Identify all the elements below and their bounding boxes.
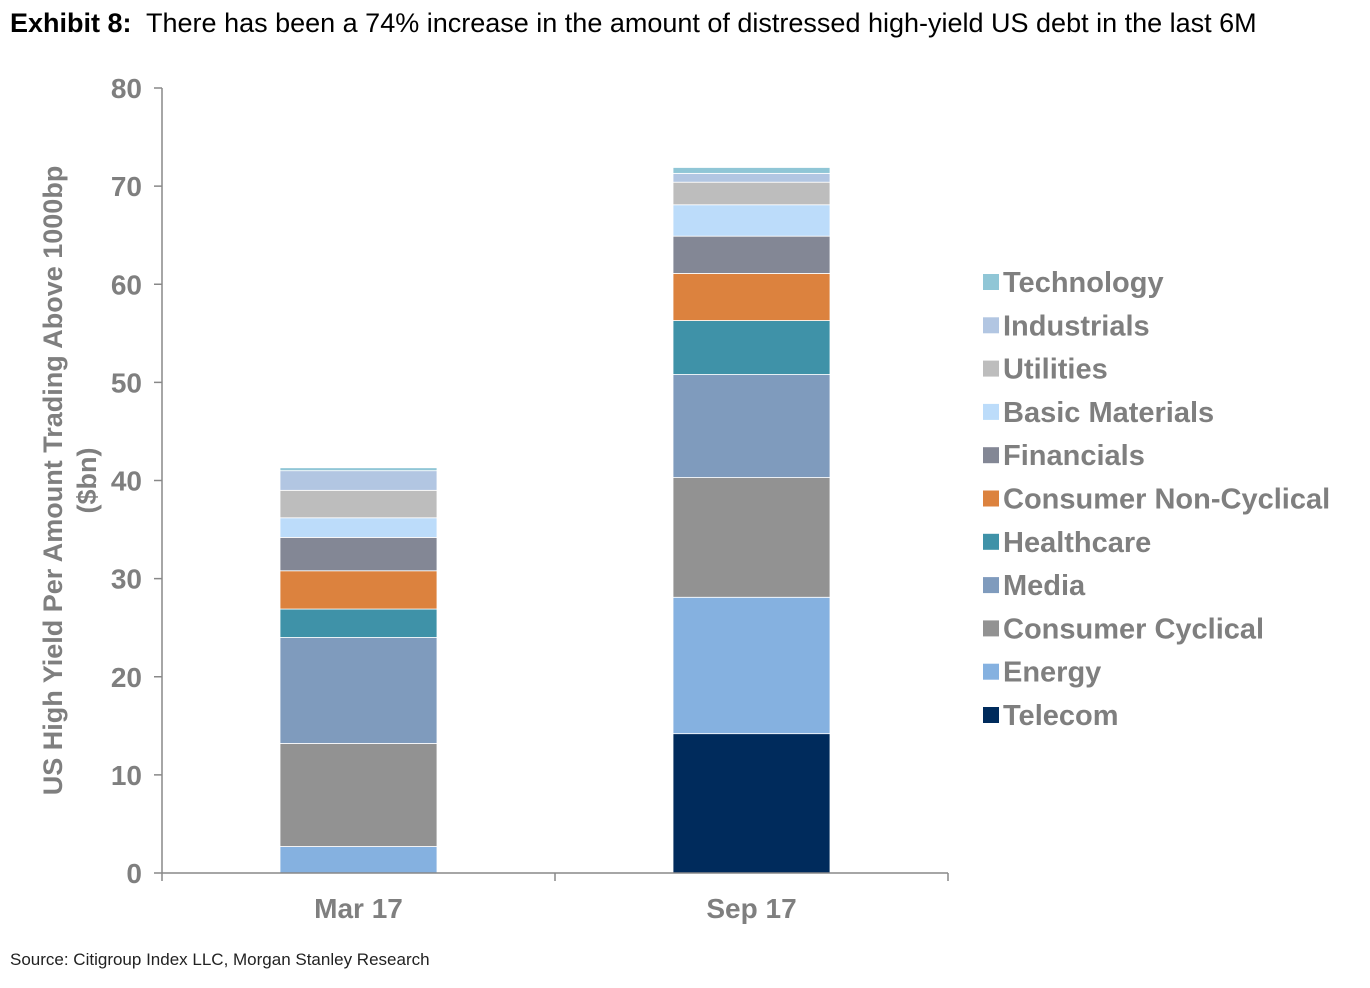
legend-swatch: [983, 317, 999, 334]
y-axis-title-line: ($bn): [72, 448, 102, 514]
bar-segment-media: [279, 637, 438, 744]
legend-swatch: [983, 620, 999, 637]
bars-group: [279, 167, 831, 874]
bar-segment-financials: [279, 537, 438, 572]
legend-label: Healthcare: [1003, 527, 1151, 559]
y-tick-label: 40: [111, 466, 142, 497]
chart-title-text: There has been a 74% increase in the amo…: [146, 8, 1257, 38]
bar-segment-energy: [279, 846, 438, 874]
axes: [161, 88, 949, 881]
bar-segment-basic-materials: [279, 517, 438, 538]
bar-segment-consumer-cyclical: [279, 743, 438, 847]
x-category-label: Sep 17: [706, 893, 796, 924]
legend-swatch: [983, 577, 999, 594]
legend-label: Basic Materials: [1003, 397, 1214, 429]
bar-segment-consumer-non-cyclical: [672, 273, 831, 321]
y-tick-label: 80: [111, 73, 142, 104]
y-axis-ticks: 0 10 20 30 40 50 60 70 80: [111, 73, 162, 889]
x-category-label: Mar 17: [314, 893, 403, 924]
y-axis-label: US High Yield Per Amount Trading Above 1…: [38, 166, 102, 796]
bar-segment-industrials: [672, 172, 831, 183]
bar-segment-healthcare: [672, 320, 831, 375]
legend-label: Energy: [1003, 657, 1101, 689]
bar-segment-energy: [672, 596, 831, 735]
y-tick-label: 30: [111, 564, 142, 595]
bar-segment-basic-materials: [672, 204, 831, 237]
legend-swatch: [983, 274, 999, 290]
y-axis-title: US High Yield Per Amount Trading Above 1…: [38, 166, 102, 796]
bar-segment-financials: [672, 235, 831, 274]
legend-label: Utilities: [1003, 354, 1108, 386]
bar-segment-technology: [672, 167, 831, 174]
stacked-bar-chart: US High Yield Per Amount Trading Above 1…: [38, 73, 1330, 924]
legend-swatch: [983, 447, 999, 464]
y-axis-title-line: US High Yield Per Amount Trading Above 1…: [38, 166, 68, 796]
bar-segment-technology: [279, 467, 438, 472]
legend-label: Media: [1003, 570, 1086, 602]
legend-swatch: [983, 707, 999, 723]
bar-segment-utilities: [279, 489, 438, 519]
bar-segment-consumer-cyclical: [672, 477, 831, 598]
y-tick-label: 70: [111, 171, 142, 202]
legend-swatch: [983, 663, 999, 680]
legend-label: Financials: [1003, 440, 1145, 472]
legend-label: Industrials: [1003, 310, 1150, 342]
bar-segment-utilities: [672, 181, 831, 206]
legend-swatch: [983, 360, 999, 377]
chart-title-prefix: Exhibit 8:: [10, 8, 132, 38]
y-tick-label: 60: [111, 269, 142, 300]
legend-label: Consumer Non-Cyclical: [1003, 484, 1330, 516]
legend-label: Consumer Cyclical: [1003, 613, 1264, 645]
bar-segment-industrials: [279, 470, 438, 491]
legend-swatch: [983, 533, 999, 550]
y-tick-label: 0: [126, 858, 142, 889]
bar-segment-telecom: [672, 733, 831, 874]
chart-title: Exhibit 8: There has been a 74% increase…: [10, 8, 1257, 39]
bar-segment-healthcare: [279, 608, 438, 638]
legend-swatch: [983, 403, 999, 420]
legend-label: Telecom: [1003, 700, 1119, 732]
legend-swatch: [983, 490, 999, 507]
y-tick-label: 10: [111, 760, 142, 791]
y-tick-label: 20: [111, 662, 142, 693]
source-note: Source: Citigroup Index LLC, Morgan Stan…: [10, 950, 430, 969]
legend-label: Technology: [1003, 267, 1164, 299]
bar-segment-media: [672, 374, 831, 478]
y-tick-label: 50: [111, 367, 142, 398]
legend: Technology Industrials Utilities Basic Mate…: [983, 267, 1330, 732]
bar-segment-consumer-non-cyclical: [279, 570, 438, 610]
x-axis-labels: Mar 17 Sep 17: [314, 893, 797, 924]
